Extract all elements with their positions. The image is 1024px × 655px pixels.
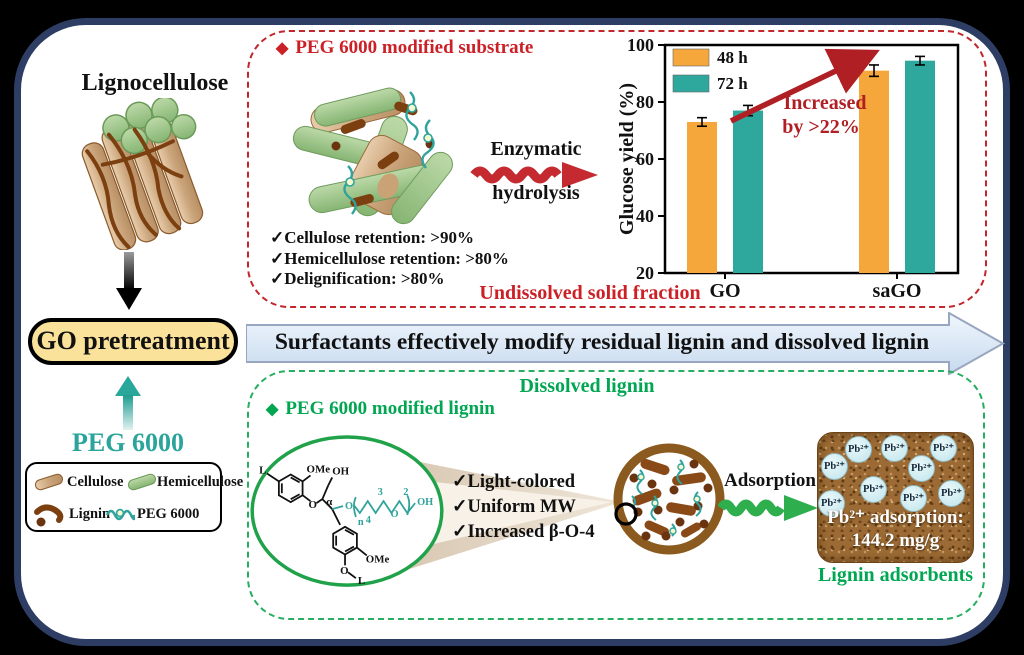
lignin-panel-subtitle-text: PEG 6000 modified lignin [285, 398, 495, 419]
legend-label: 48 h [717, 48, 748, 67]
pb-ion-badge: Pb²⁺ [908, 455, 935, 482]
lignin-nanoparticle-icon [613, 443, 725, 555]
annotation-line1: Increased [784, 92, 867, 114]
pb-ion-badge: Pb²⁺ [818, 490, 845, 517]
checklist-item: ✓Increased β-O-4 [452, 522, 595, 542]
y-tick-label: 80 [636, 92, 654, 112]
pb-ion-badge: Pb²⁺ [881, 435, 908, 462]
modified-substrate-illustration-icon [292, 87, 453, 225]
hemicellulose-icon [127, 473, 157, 491]
structure-label: OH [417, 497, 433, 508]
pb-ion-badge: Pb²⁺ [900, 485, 927, 512]
checklist-item: ✓Cellulose retention: >90% [270, 228, 474, 247]
peg6000-icon [105, 508, 135, 521]
lignin-checklist: ✓Light-colored ✓Uniform MW ✓Increased β-… [452, 470, 595, 545]
structure-label: OH [332, 465, 349, 477]
pb-ion-badge: Pb²⁺ [860, 476, 887, 503]
bar-saGO-72 h [905, 60, 935, 273]
lignin-panel-subtitle: ◆ PEG 6000 modified lignin [266, 398, 495, 420]
bar-GO-72 h [733, 110, 763, 273]
structure-label: α [326, 496, 332, 508]
go-pretreatment-box: GO pretreatment [28, 318, 238, 365]
pb-adsorption-line2: 144.2 mg/g [851, 530, 940, 551]
checklist-item: ✓Light-colored [452, 472, 576, 492]
legend-swatch [672, 74, 710, 93]
banner-text: Surfactants effectively modify residual … [274, 329, 930, 355]
adsorption-label: Adsorption [724, 470, 816, 491]
pb-ion-badge: Pb²⁺ [930, 435, 957, 462]
structure-label: OMe [366, 553, 390, 565]
annotation-line2: by >22% [782, 116, 860, 138]
lignocellulose-illustration-icon [81, 98, 204, 250]
lignin-adsorbent-box: Pb²⁺ Pb²⁺ Pb²⁺ Pb²⁺ Pb²⁺ Pb²⁺ Pb²⁺ Pb²⁺ Pb²⁺ [817, 432, 974, 563]
pb-ion-badge: Pb²⁺ [845, 436, 872, 463]
checklist-item: ✓Hemicellulose retention: >80% [270, 248, 509, 268]
pb-adsorption-line1: Pb²⁺ adsorption: [827, 507, 964, 528]
cellulose-icon [34, 473, 64, 491]
pb-ion-badge: Pb²⁺ [821, 453, 848, 480]
y-tick-label: 100 [627, 35, 654, 55]
legend-hemicellulose-label: Hemicellulose [157, 474, 244, 490]
hydrolysis-label: hydrolysis [492, 182, 580, 204]
checklist-item: ✓Uniform MW [452, 497, 576, 517]
structure-label: O [340, 565, 348, 577]
glucose-yield-bar-chart: 20 40 60 80 100 Glucose yield (%) GO saGO 48 h 72… [616, 35, 960, 302]
y-tick-label: 60 [636, 149, 654, 169]
lignocellulose-title: Lignocellulose [81, 70, 229, 96]
lignin-adsorbents-caption: Lignin adsorbents [817, 564, 974, 586]
structure-label: O [345, 501, 353, 512]
pb-ion-badge: Pb²⁺ [938, 480, 965, 507]
structure-label: n [358, 517, 364, 528]
lignin-structure-bonds [266, 472, 368, 579]
y-axis-label: Glucose yield (%) [616, 83, 638, 235]
legend-label: 72 h [717, 74, 748, 93]
adsorption-arrow-icon [718, 495, 818, 521]
y-tick-label: 40 [636, 206, 654, 226]
undissolved-solid-panel [247, 30, 987, 308]
undissolved-caption: Undissolved solid fraction [479, 282, 701, 304]
down-arrow-icon [116, 252, 142, 310]
peg-chain-bonds [331, 494, 416, 518]
legend-cellulose-label: Cellulose [67, 474, 124, 490]
x-category-label: GO [709, 280, 740, 302]
component-legend-box: Cellulose Hemicellulose Lignin PEG 6000 [25, 462, 243, 532]
y-tick-label: 20 [636, 263, 654, 283]
legend-peg6000-label: PEG 6000 [137, 506, 200, 522]
bar-saGO-48 h [859, 70, 889, 274]
structure-label: L [259, 465, 266, 477]
dissolved-lignin-title: Dissolved lignin [519, 375, 655, 397]
structure-label: O [390, 509, 398, 520]
checklist-item: ✓Delignification: >80% [270, 269, 445, 288]
structure-label: 3 [378, 487, 383, 498]
up-arrow-icon [115, 376, 141, 430]
enzymatic-label: Enzymatic [490, 138, 582, 160]
structure-label: OMe [307, 464, 331, 476]
structure-label: O [309, 499, 317, 511]
dissolved-lignin-panel [247, 370, 985, 620]
structure-label: 2 [403, 487, 408, 498]
banner-arrow-icon [246, 312, 1006, 375]
magnified-region-circle [614, 502, 638, 526]
go-pretreatment-label: GO pretreatment [36, 326, 230, 355]
structure-label: 4 [366, 515, 371, 526]
legend-swatch [672, 48, 710, 67]
bar-GO-48 h [687, 121, 717, 273]
x-category-label: saGO [873, 280, 922, 302]
solid-panel-title: ◆ PEG 6000 modified substrate [276, 37, 533, 59]
lignin-structure-ellipse: L OMe OH O α OMe O L O n 4 3 O 2 OH [250, 435, 444, 587]
red-diamond-icon: ◆ [276, 40, 289, 57]
structure-label: L [358, 575, 365, 587]
solid-checklist: ✓Cellulose retention: >90% ✓Hemicellulos… [270, 228, 509, 290]
green-diamond-icon: ◆ [266, 401, 279, 418]
enzymatic-hydrolysis-arrow-icon [470, 162, 598, 188]
lignin-icon [34, 504, 64, 527]
peg6000-label: PEG 6000 [72, 428, 184, 457]
magnifier-cone-icon [400, 458, 622, 572]
solid-panel-title-text: PEG 6000 modified substrate [295, 37, 534, 58]
legend-lignin-label: Lignin [69, 506, 111, 522]
